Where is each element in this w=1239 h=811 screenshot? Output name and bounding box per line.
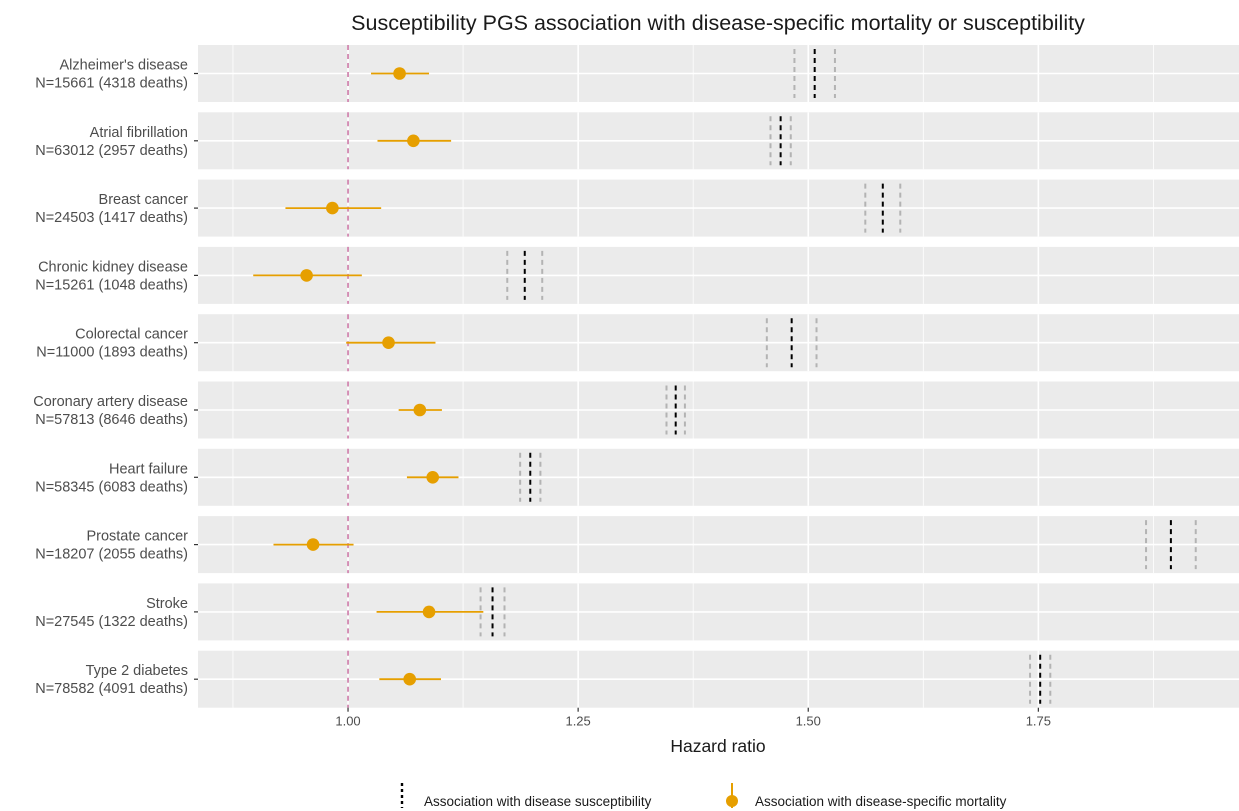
facet-row: Atrial fibrillation N=63012 (2957 deaths) bbox=[35, 112, 1239, 170]
x-tick-label: 1.50 bbox=[796, 714, 821, 729]
facet-row: Heart failure N=58345 (6083 deaths) bbox=[35, 448, 1239, 506]
facet-row: Coronary artery disease N=57813 (8646 dea… bbox=[33, 381, 1239, 439]
row-count-label: N=27545 (1322 deaths) bbox=[35, 614, 188, 630]
row-label: Heart failure bbox=[109, 461, 188, 477]
facet-row: Stroke N=27545 (1322 deaths) bbox=[35, 583, 1239, 641]
mortality-point bbox=[422, 605, 436, 619]
legend: Association with disease susceptibility … bbox=[400, 783, 1007, 809]
mortality-point bbox=[426, 471, 440, 484]
row-count-label: N=58345 (6083 deaths) bbox=[35, 479, 188, 495]
legend-mortality-label: Association with disease-specific mortal… bbox=[755, 794, 1007, 809]
row-label: Chronic kidney disease bbox=[38, 259, 188, 275]
x-axis-label: Hazard ratio bbox=[670, 736, 765, 756]
facet-row: Colorectal cancer N=11000 (1893 deaths) bbox=[36, 314, 1239, 372]
row-label: Type 2 diabetes bbox=[86, 663, 188, 679]
row-count-label: N=78582 (4091 deaths) bbox=[35, 681, 188, 697]
row-label: Coronary artery disease bbox=[33, 394, 188, 410]
row-label: Atrial fibrillation bbox=[90, 125, 188, 141]
row-label: Prostate cancer bbox=[86, 529, 188, 545]
legend-susceptibility-label: Association with disease susceptibility bbox=[424, 794, 652, 809]
legend-mortality-key bbox=[726, 783, 738, 808]
x-tick-label: 1.00 bbox=[335, 714, 360, 729]
facet-row: Chronic kidney disease N=15261 (1048 deat… bbox=[35, 246, 1239, 304]
mortality-point bbox=[403, 672, 416, 686]
row-count-label: N=18207 (2055 deaths) bbox=[35, 547, 188, 563]
row-count-label: N=57813 (8646 deaths) bbox=[35, 412, 188, 428]
row-count-label: N=63012 (2957 deaths) bbox=[35, 143, 188, 159]
row-label: Breast cancer bbox=[99, 192, 189, 208]
mortality-point bbox=[393, 67, 406, 80]
row-count-label: N=24503 (1417 deaths) bbox=[35, 210, 188, 226]
row-label: Stroke bbox=[146, 596, 188, 612]
row-count-label: N=11000 (1893 deaths) bbox=[36, 345, 188, 361]
mortality-point bbox=[413, 403, 427, 417]
x-tick-label: 1.25 bbox=[565, 714, 590, 729]
row-count-label: N=15261 (1048 deaths) bbox=[35, 277, 188, 293]
x-axis: 1.00 1.25 1.50 1.75 bbox=[335, 707, 1051, 729]
mortality-point bbox=[326, 201, 339, 215]
facet-row: Breast cancer N=24503 (1417 deaths) bbox=[35, 179, 1239, 237]
x-tick-label: 1.75 bbox=[1026, 714, 1051, 729]
mortality-point bbox=[382, 336, 395, 350]
row-label: Colorectal cancer bbox=[75, 327, 188, 343]
facet-row: Type 2 diabetes N=78582 (4091 deaths) bbox=[35, 650, 1239, 708]
row-count-label: N=15661 (4318 deaths) bbox=[35, 76, 188, 92]
mortality-point bbox=[300, 269, 313, 282]
mortality-point bbox=[407, 134, 420, 148]
chart-title: Susceptibility PGS association with dise… bbox=[351, 11, 1085, 35]
facet-row: Prostate cancer N=18207 (2055 deaths) bbox=[35, 516, 1239, 574]
facet-panels: Alzheimer's disease N=15661 (4318 deaths)… bbox=[33, 45, 1239, 708]
facet-row: Alzheimer's disease N=15661 (4318 deaths) bbox=[35, 45, 1239, 102]
row-label: Alzheimer's disease bbox=[60, 58, 189, 74]
mortality-point bbox=[306, 538, 320, 551]
